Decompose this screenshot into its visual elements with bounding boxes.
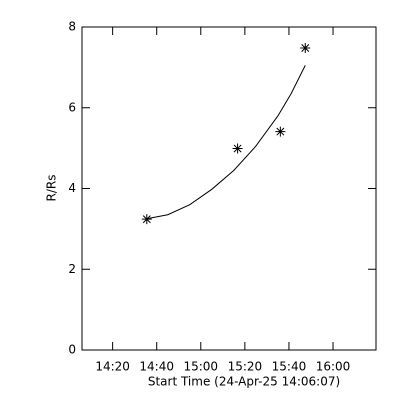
x-tick-label: 14:20 bbox=[95, 360, 130, 374]
x-tick-label: 15:20 bbox=[228, 360, 263, 374]
x-axis-label: Start Time (24-Apr-25 14:06:07) bbox=[148, 375, 340, 389]
plot-frame bbox=[81, 26, 377, 351]
y-tick-label: 8 bbox=[68, 20, 76, 34]
y-tick-label: 6 bbox=[68, 100, 76, 114]
x-tick-label: 14:40 bbox=[139, 360, 174, 374]
x-tick-label: 16:00 bbox=[316, 360, 351, 374]
data-point bbox=[141, 214, 152, 225]
data-point bbox=[275, 126, 286, 137]
y-axis-label: R/Rs bbox=[45, 175, 59, 202]
y-tick-label: 2 bbox=[68, 262, 76, 276]
data-point bbox=[300, 42, 311, 53]
data-point bbox=[232, 143, 243, 154]
fit-curve bbox=[146, 65, 306, 220]
y-tick-label: 4 bbox=[68, 181, 76, 195]
x-tick-label: 15:00 bbox=[183, 360, 218, 374]
x-tick-label: 15:40 bbox=[272, 360, 307, 374]
y-tick-label: 0 bbox=[68, 343, 76, 357]
